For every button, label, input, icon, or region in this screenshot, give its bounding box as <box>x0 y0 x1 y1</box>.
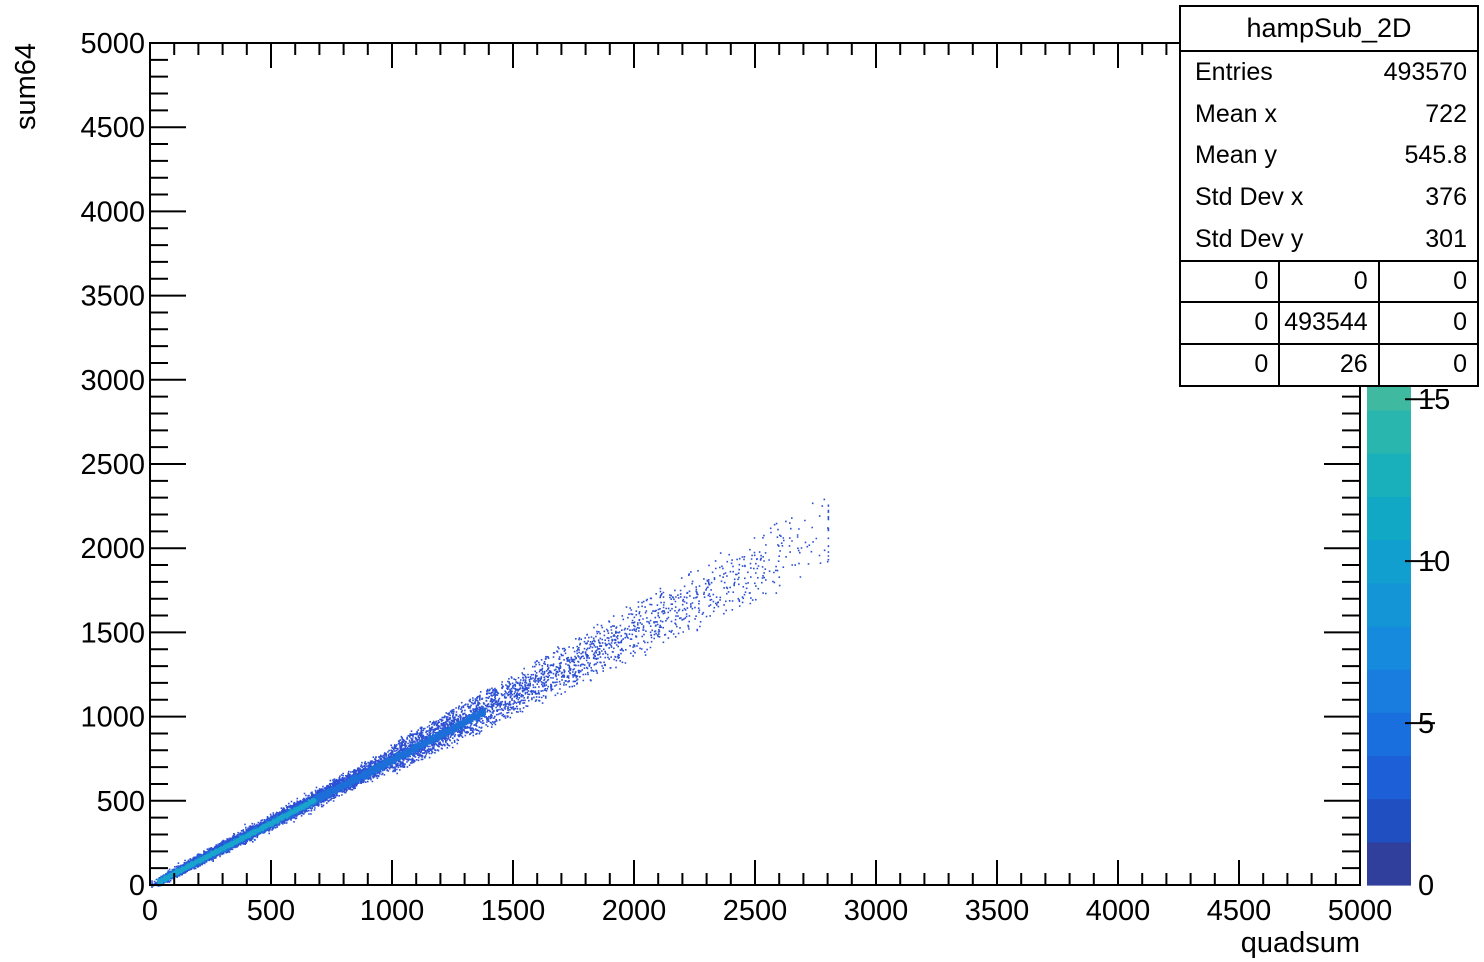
stats-value: 545.8 <box>1404 141 1467 170</box>
stats-grid-cell: 0 <box>1181 303 1281 343</box>
y-tick-label: 5000 <box>80 28 145 60</box>
density-peak <box>157 797 317 886</box>
stats-row-std-y: Std Dev y 301 <box>1181 218 1477 260</box>
stats-row-std-x: Std Dev x 376 <box>1181 177 1477 219</box>
stats-value: 376 <box>1425 183 1467 212</box>
stats-grid-cell: 26 <box>1280 344 1380 387</box>
y-tick-label: 2000 <box>80 533 145 565</box>
stats-grid-row: 0 493544 0 <box>1181 303 1477 345</box>
stats-title: hampSub_2D <box>1181 7 1477 52</box>
y-tick-label: 1000 <box>80 702 145 734</box>
stats-grid-cell: 0 <box>1280 261 1380 302</box>
x-tick-label: 1500 <box>481 895 546 927</box>
x-tick-label: 0 <box>142 895 158 927</box>
colorbar-tick-label: 15 <box>1418 384 1450 416</box>
x-tick-label: 500 <box>247 895 295 927</box>
palette-band <box>1367 798 1411 843</box>
x-tick-label: 1000 <box>360 895 425 927</box>
y-tick-label: 3000 <box>80 365 145 397</box>
x-axis-label: quadsum <box>1241 927 1360 959</box>
stats-label: Mean x <box>1195 99 1277 128</box>
x-tick-label: 2000 <box>602 895 667 927</box>
y-tick-label: 0 <box>129 870 145 902</box>
stats-overflow-grid: 0 0 0 0 493544 0 0 26 0 <box>1181 259 1477 387</box>
palette-band <box>1367 539 1411 584</box>
x-tick-label: 2500 <box>723 895 788 927</box>
x-tick-label: 4500 <box>1207 895 1272 927</box>
palette-band <box>1367 496 1411 541</box>
y-tick-label: 500 <box>97 786 145 818</box>
colorbar-tick-label: 5 <box>1418 708 1434 740</box>
y-tick-label: 1500 <box>80 617 145 649</box>
stats-grid-cell: 493544 <box>1280 303 1380 343</box>
y-axis-ticks: 0 500 1000 1500 2000 2500 3000 3500 4000 4500 5000 <box>80 28 1360 902</box>
stats-label: Entries <box>1195 58 1273 87</box>
colorbar-tick-label: 10 <box>1418 546 1450 578</box>
stats-grid-cell: 0 <box>1453 349 1467 378</box>
stats-label: Std Dev x <box>1195 183 1304 212</box>
x-tick-label: 3000 <box>844 895 909 927</box>
y-tick-label: 4500 <box>80 112 145 144</box>
stats-grid-cell: 0 <box>1181 261 1281 302</box>
y-tick-label: 4000 <box>80 196 145 228</box>
stats-grid-cell: 0 <box>1453 266 1467 295</box>
stats-value: 301 <box>1425 224 1467 253</box>
palette-band <box>1367 712 1411 757</box>
x-axis-ticks: 0 500 1000 1500 2000 2500 3000 3500 4000 4500 5000 <box>142 43 1392 927</box>
stats-row-mean-x: Mean x 722 <box>1181 94 1477 136</box>
palette-band <box>1367 625 1411 670</box>
stats-value: 493570 <box>1383 58 1467 87</box>
stats-grid-row: 0 0 0 <box>1181 261 1477 304</box>
palette-band <box>1367 410 1411 454</box>
stats-row-entries: Entries 493570 <box>1181 52 1477 94</box>
x-tick-label: 5000 <box>1328 895 1393 927</box>
stats-label: Std Dev y <box>1195 224 1304 253</box>
stats-row-mean-y: Mean y 545.8 <box>1181 135 1477 177</box>
x-tick-label: 4000 <box>1086 895 1151 927</box>
y-tick-label: 3500 <box>80 281 145 313</box>
stats-grid-cell: 0 <box>1453 308 1467 337</box>
x-tick-label: 3500 <box>965 895 1030 927</box>
y-axis-label: sum64 <box>10 43 42 130</box>
stats-box: hampSub_2D Entries 493570 Mean x 722 Mea… <box>1179 5 1479 387</box>
palette-band <box>1367 755 1411 800</box>
palette-band <box>1367 669 1411 713</box>
y-tick-label: 2500 <box>80 449 145 481</box>
stats-grid-row: 0 26 0 <box>1181 344 1477 387</box>
density-scatter <box>151 498 830 888</box>
palette-band <box>1367 453 1411 497</box>
palette-band <box>1367 841 1411 886</box>
density-points <box>151 498 830 888</box>
stats-label: Mean y <box>1195 141 1277 170</box>
palette-band <box>1367 582 1411 627</box>
stats-value: 722 <box>1425 99 1467 128</box>
colorbar-tick-label: 0 <box>1418 870 1434 902</box>
stats-grid-cell: 0 <box>1181 344 1281 387</box>
